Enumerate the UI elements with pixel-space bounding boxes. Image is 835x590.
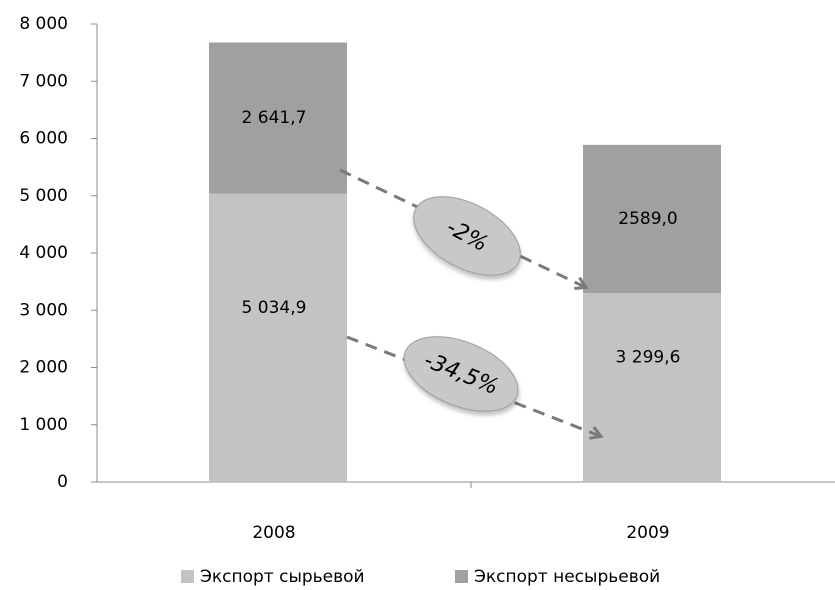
x-category-label: 2008 [252,523,295,543]
bars [209,42,721,483]
annotations: -2% -34,5% [339,168,600,436]
y-axis-ticks: 0 1 000 2 000 3 000 4 000 5 000 6 000 7 000 8 00… [19,14,97,492]
change-badge-raw: -34,5% [403,336,519,412]
change-arrow-raw [346,335,600,436]
data-label: 2589,0 [618,209,677,229]
y-tick-label: 0 [57,472,68,492]
x-category-label: 2009 [626,523,669,543]
y-tick-label: 6 000 [19,129,68,149]
y-tick-label: 8 000 [19,14,68,34]
data-label: 2 641,7 [242,108,307,128]
data-labels: 5 034,9 2 641,7 3 299,6 2589,0 [242,108,681,367]
legend-swatch-raw [181,570,194,583]
y-tick-label: 3 000 [19,300,68,320]
badge-ellipse [403,336,519,412]
bar-segment [583,293,721,482]
y-tick-label: 7 000 [19,71,68,91]
legend-label-raw: Экспорт сырьевой [200,567,365,587]
bar-segment [209,42,347,194]
y-tick-label: 5 000 [19,186,68,206]
y-tick-label: 1 000 [19,415,68,435]
data-label: 5 034,9 [242,298,307,318]
y-tick-label: 2 000 [19,358,68,378]
bar-segment [209,193,347,483]
bar-segment [583,144,721,294]
change-badge-nonraw: -2% [413,196,521,276]
x-axis-ticks: 2008 2009 [252,482,670,543]
legend-label-nonraw: Экспорт несырьевой [474,567,660,587]
data-label: 3 299,6 [616,348,681,368]
y-tick-label: 4 000 [19,243,68,263]
legend: Экспорт сырьевой Экспорт несырьевой [181,567,660,587]
legend-swatch-nonraw [455,570,468,583]
badge-ellipse [413,196,521,276]
change-arrow-nonraw [339,168,585,287]
